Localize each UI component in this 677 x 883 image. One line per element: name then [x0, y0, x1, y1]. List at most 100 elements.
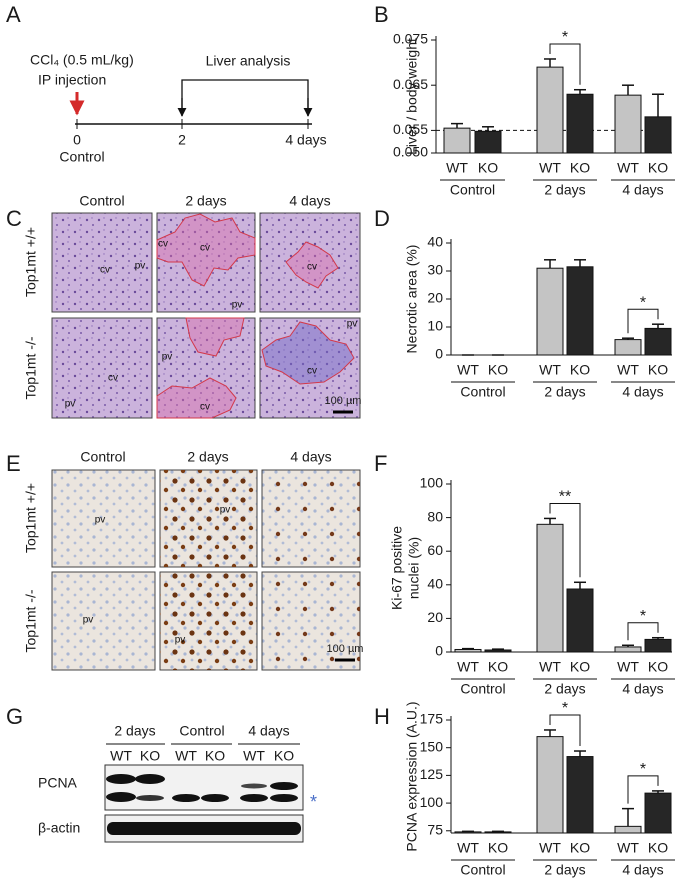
- timeline: CCl₄ (0.5 mL/kg) IP injection Liver anal…: [30, 52, 327, 165]
- bar: [474, 130, 502, 154]
- significance-bracket: [627, 622, 659, 641]
- y-tick-label: 100: [420, 794, 444, 810]
- band: [240, 794, 268, 802]
- group-label: 4 days: [622, 681, 663, 697]
- bar: [566, 266, 594, 356]
- x-tick-label: WT: [457, 840, 479, 856]
- y-tick-label: 60: [427, 542, 443, 558]
- y-axis-label: Liver / body weight: [404, 38, 420, 155]
- significance-bracket: [627, 775, 659, 804]
- blot-row: PCNA: [38, 775, 78, 791]
- blot-pcna: [104, 764, 304, 811]
- time-label: 2: [178, 132, 186, 148]
- row-label: Top1mt +/+: [23, 227, 39, 297]
- y-tick-label: 150: [420, 738, 444, 754]
- treatment: CCl₄ (0.5 mL/kg): [30, 52, 134, 68]
- significance-bracket: [549, 43, 581, 85]
- vessel-label: pv: [83, 615, 94, 626]
- band: [135, 774, 165, 784]
- vessel-label: cv: [307, 366, 317, 377]
- necrotic-area: [185, 317, 245, 357]
- ki67-nuclei: [262, 572, 360, 670]
- ihc-image: [51, 469, 156, 568]
- band: [107, 822, 301, 835]
- group-label: Control: [460, 384, 505, 400]
- band: [270, 794, 298, 802]
- band: [106, 792, 136, 802]
- y-tick-label: 0: [435, 643, 443, 659]
- group-label: 2 days: [544, 182, 585, 198]
- y-tick-label: 10: [427, 318, 443, 334]
- analysis-bracket: [181, 79, 309, 116]
- x-tick-label: WT: [617, 362, 639, 378]
- row-label: Top1mt -/-: [23, 336, 39, 399]
- significance-label: *: [562, 700, 568, 717]
- necrotic-area: [156, 213, 256, 287]
- band: [201, 794, 229, 802]
- bar: [566, 588, 594, 653]
- x-tick-label: WT: [446, 160, 468, 176]
- he-image: [156, 317, 256, 419]
- bar: [644, 327, 672, 356]
- y-tick-label: 80: [427, 508, 443, 524]
- group-label: 4 days: [622, 182, 663, 198]
- necrotic-area: [285, 241, 339, 289]
- he-image: [51, 212, 153, 313]
- group-label: Control: [450, 182, 495, 198]
- vessel-label: cv: [108, 373, 118, 384]
- column-header: Control: [79, 193, 124, 209]
- y-tick-label: 0: [435, 346, 443, 362]
- vessel-label: pv: [175, 635, 186, 646]
- lane-label: WT: [110, 748, 132, 764]
- bar: [644, 638, 672, 653]
- panel-label: E: [6, 451, 21, 476]
- band-marker: *: [310, 792, 317, 812]
- column-header: Control: [80, 449, 125, 465]
- x-tick-label: WT: [457, 362, 479, 378]
- panel-label: G: [6, 704, 23, 729]
- he-image: [51, 317, 153, 419]
- x-tick-label: KO: [648, 160, 668, 176]
- y-tick-label: 125: [420, 766, 444, 782]
- y-tick-label: 20: [427, 290, 443, 306]
- band: [172, 794, 200, 802]
- x-tick-label: KO: [570, 840, 590, 856]
- y-tick-label: 175: [420, 711, 444, 727]
- y-tick-label: 40: [427, 576, 443, 592]
- group-label: 2 days: [544, 681, 585, 697]
- group-label: 4 days: [622, 384, 663, 400]
- group-label: 2 days: [544, 862, 585, 878]
- ki67-nuclei: [262, 470, 360, 567]
- lane-label: WT: [175, 748, 197, 764]
- vessel-label: pv: [347, 319, 358, 330]
- significance-bracket: [549, 714, 581, 747]
- y-axis-label: Ki-67 positive: [389, 526, 405, 610]
- time-label: 0: [73, 132, 81, 148]
- blot-group: 4 days: [248, 723, 289, 739]
- lane-label: KO: [205, 748, 225, 764]
- ihc-image: [51, 571, 156, 671]
- vessel-label: cv: [307, 262, 317, 273]
- group-label: 4 days: [622, 862, 663, 878]
- vessel-label: pv: [65, 399, 76, 410]
- y-tick-label: 75: [427, 821, 443, 837]
- column-header: 2 days: [185, 193, 226, 209]
- vessel-label: pv: [95, 515, 106, 526]
- vessel-label: cv: [158, 239, 168, 250]
- y-tick-label: 0.055: [393, 121, 428, 137]
- lane-label: KO: [274, 748, 294, 764]
- panel-label: H: [374, 704, 390, 729]
- x-tick-label: WT: [539, 160, 561, 176]
- vessel-label: cv: [200, 402, 210, 413]
- bar: [644, 116, 672, 154]
- y-tick-label: 100: [420, 475, 444, 491]
- x-tick-label: WT: [617, 659, 639, 675]
- bar: [644, 792, 672, 834]
- column-header: 4 days: [289, 193, 330, 209]
- blot-group: 2 days: [114, 723, 155, 739]
- y-axis-label: nuclei (%): [406, 537, 422, 599]
- bar: [484, 649, 512, 653]
- x-tick-label: WT: [539, 659, 561, 675]
- x-tick-label: KO: [648, 362, 668, 378]
- column-header: 2 days: [187, 449, 228, 465]
